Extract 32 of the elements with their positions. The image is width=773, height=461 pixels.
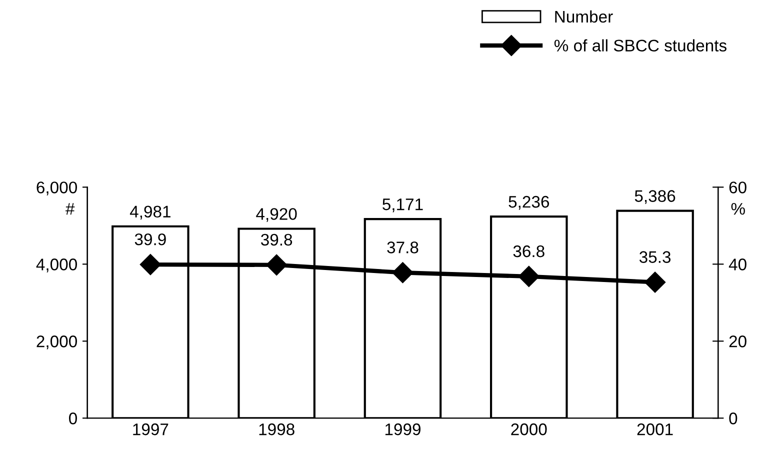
x-tick-label: 2001 — [637, 423, 673, 436]
data-label: 39.8 — [260, 234, 292, 246]
point — [392, 262, 414, 284]
data-label: 5,386 — [634, 190, 676, 204]
y-tick-label: 0 — [69, 412, 77, 424]
y2-tick-label: 20 — [729, 336, 746, 348]
data-label: 4,920 — [256, 208, 297, 222]
y-axis-title: # — [66, 203, 75, 215]
data-label: 5,236 — [508, 196, 550, 210]
data-label: 5,171 — [382, 198, 423, 212]
data-label: 4,981 — [130, 206, 170, 220]
y2-tick-label: 40 — [728, 258, 746, 270]
point — [644, 272, 666, 293]
x-tick-label: 1998 — [259, 423, 294, 436]
data-label: 35.3 — [639, 251, 671, 263]
x-tick-label: 1999 — [385, 423, 420, 436]
legend-label: % of all SBCC students — [554, 39, 726, 52]
y2-axis-title: % — [731, 203, 745, 215]
data-label: 37.8 — [387, 242, 418, 254]
y-tick-label: 4,000 — [36, 258, 77, 272]
point — [266, 254, 288, 276]
data-label: 36.8 — [513, 245, 544, 258]
y-tick-label: 6,000 — [36, 182, 77, 196]
x-tick-label: 2000 — [511, 423, 547, 436]
point — [518, 266, 540, 287]
x-tick-label: 1997 — [133, 423, 168, 436]
point — [140, 254, 161, 276]
y2-tick-label: 60 — [729, 182, 746, 194]
data-label: 39.9 — [134, 233, 166, 246]
y2-tick-label: 0 — [729, 412, 738, 424]
y-tick-label: 2,000 — [36, 336, 77, 350]
legend-label: Number — [555, 10, 613, 23]
